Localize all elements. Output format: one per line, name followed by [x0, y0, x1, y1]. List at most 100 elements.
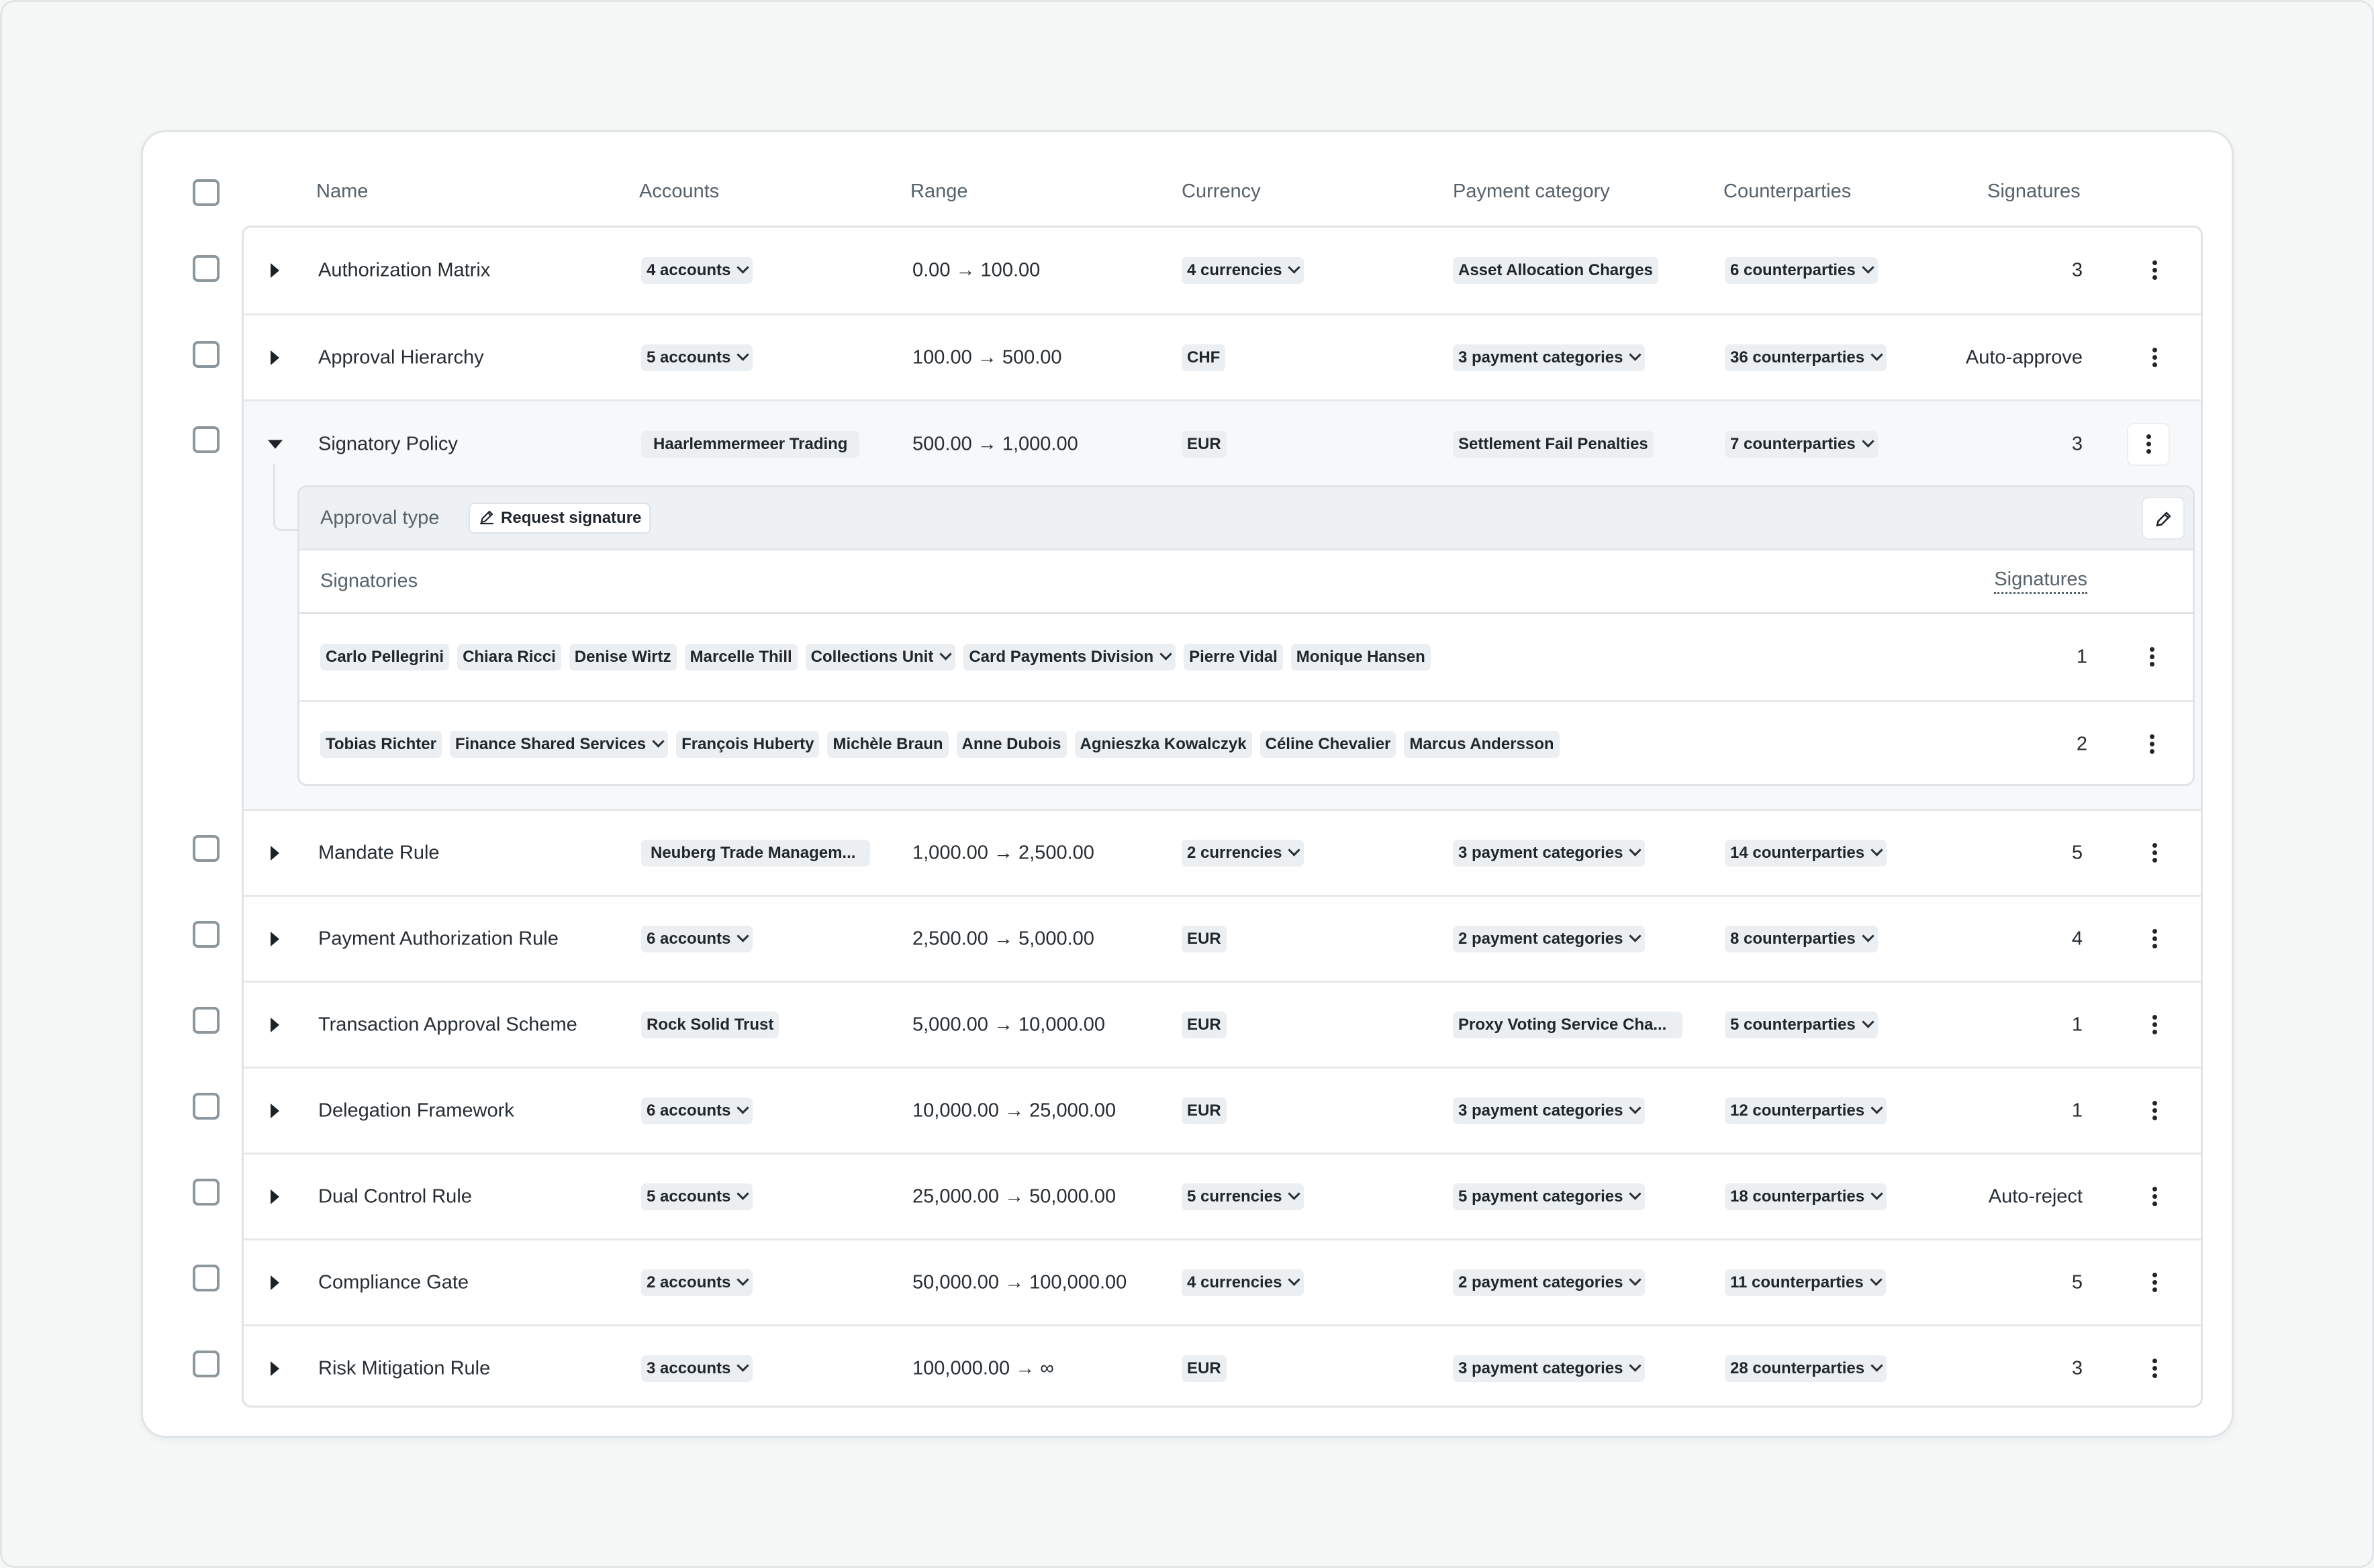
range-value: 5,000.00 → 10,000.00: [912, 1014, 1106, 1035]
payment-category-chip[interactable]: 3 payment categories: [1453, 839, 1646, 867]
range-value: 100,000.00 → ∞: [912, 1357, 1054, 1379]
table-row[interactable]: Dual Control Rule 5 accounts 25,000.00 →…: [244, 1153, 2201, 1238]
accounts-chip[interactable]: 5 accounts: [641, 344, 753, 371]
approval-type-chip[interactable]: Request signature: [469, 502, 651, 534]
column-header-name[interactable]: Name: [316, 181, 369, 202]
kebab-menu-icon[interactable]: [2152, 842, 2157, 863]
counterparties-chip[interactable]: 8 counterparties: [1725, 925, 1878, 952]
accounts-chip[interactable]: 6 accounts: [641, 925, 753, 952]
row-checkbox[interactable]: [193, 1007, 220, 1034]
row-checkbox[interactable]: [193, 835, 220, 862]
row-checkbox[interactable]: [193, 1093, 220, 1120]
signatures-value: 3: [2071, 259, 2083, 281]
row-checkbox[interactable]: [193, 255, 220, 282]
table-row[interactable]: Transaction Approval Scheme Rock Solid T…: [244, 981, 2201, 1067]
payment-category-chip[interactable]: 2 payment categories: [1453, 925, 1646, 952]
counterparties-chip[interactable]: 7 counterparties: [1725, 431, 1878, 458]
chevron-down-icon: [737, 1187, 750, 1200]
kebab-menu-icon[interactable]: [2152, 1100, 2157, 1121]
accounts-chip[interactable]: 3 accounts: [641, 1355, 753, 1382]
payment-category-chip[interactable]: 3 payment categories: [1453, 1355, 1646, 1382]
kebab-menu-icon[interactable]: [2150, 647, 2154, 667]
rule-name: Compliance Gate: [318, 1271, 469, 1293]
caret-down-icon[interactable]: [268, 440, 283, 449]
payment-category-chip[interactable]: 3 payment categories: [1453, 1097, 1646, 1124]
caret-right-icon[interactable]: [271, 1361, 279, 1376]
table-row[interactable]: Payment Authorization Rule 6 accounts 2,…: [244, 895, 2201, 981]
caret-right-icon[interactable]: [271, 845, 279, 861]
table-row[interactable]: Risk Mitigation Rule 3 accounts 100,000.…: [244, 1324, 2201, 1406]
signatory-chip: Marcus Andersson: [1404, 730, 1560, 758]
currency-chip[interactable]: 2 currencies: [1182, 839, 1304, 867]
row-checkbox[interactable]: [193, 341, 220, 368]
row-menu-button[interactable]: [2127, 423, 2170, 466]
table-row[interactable]: Authorization Matrix 4 accounts 0.00 → 1…: [244, 228, 2201, 313]
row-checkbox[interactable]: [193, 426, 220, 453]
counterparties-chip[interactable]: 36 counterparties: [1725, 344, 1887, 371]
row-checkbox[interactable]: [193, 1265, 220, 1291]
signatory-group-chip[interactable]: Collections Unit: [805, 644, 956, 671]
counterparties-chip[interactable]: 14 counterparties: [1725, 839, 1887, 867]
counterparties-chip[interactable]: 5 counterparties: [1725, 1011, 1878, 1038]
edit-approval-button[interactable]: [2142, 496, 2185, 540]
column-header-range[interactable]: Range: [910, 181, 968, 202]
payment-category-chip[interactable]: 5 payment categories: [1453, 1183, 1646, 1210]
table-row[interactable]: Mandate Rule Neuberg Trade Managem... 1,…: [244, 809, 2201, 895]
kebab-menu-icon[interactable]: [2146, 434, 2151, 454]
payment-category-chip[interactable]: 2 payment categories: [1453, 1269, 1646, 1296]
signatures-header[interactable]: Signatures: [1994, 569, 2087, 594]
payment-category-chip[interactable]: 3 payment categories: [1453, 344, 1646, 371]
column-header-currency[interactable]: Currency: [1182, 181, 1261, 202]
accounts-chip[interactable]: 5 accounts: [641, 1183, 753, 1210]
caret-right-icon[interactable]: [271, 1275, 279, 1290]
counterparties-chip[interactable]: 6 counterparties: [1725, 257, 1878, 284]
accounts-chip[interactable]: 6 accounts: [641, 1097, 753, 1124]
select-all-checkbox[interactable]: [193, 179, 220, 206]
counterparties-chip[interactable]: 11 counterparties: [1725, 1269, 1886, 1296]
row-checkbox[interactable]: [193, 1179, 220, 1206]
caret-right-icon[interactable]: [271, 263, 279, 278]
payment-category-chip: Asset Allocation Charges: [1453, 257, 1658, 284]
currency-chip[interactable]: 4 currencies: [1182, 257, 1304, 284]
caret-right-icon[interactable]: [271, 1103, 279, 1118]
table-row[interactable]: Delegation Framework 6 accounts 10,000.0…: [244, 1067, 2201, 1153]
rule-name: Payment Authorization Rule: [318, 928, 559, 949]
column-header-signatures[interactable]: Signatures: [1987, 181, 2081, 202]
signatory-group-chip[interactable]: Finance Shared Services: [449, 730, 669, 758]
signatory-group-chip[interactable]: Card Payments Division: [963, 644, 1176, 671]
row-checkbox[interactable]: [193, 921, 220, 948]
column-header-payment-category[interactable]: Payment category: [1453, 181, 1610, 202]
column-header-accounts[interactable]: Accounts: [639, 181, 720, 202]
signatures-value: 2: [2076, 733, 2087, 754]
column-header-counterparties[interactable]: Counterparties: [1723, 181, 1852, 202]
accounts-chip[interactable]: 4 accounts: [641, 257, 753, 284]
currency-chip[interactable]: 4 currencies: [1182, 1269, 1304, 1296]
kebab-menu-icon[interactable]: [2152, 347, 2157, 368]
signatory-chip: Pierre Vidal: [1184, 644, 1283, 671]
currency-chip[interactable]: 5 currencies: [1182, 1183, 1304, 1210]
kebab-menu-icon[interactable]: [2152, 1186, 2157, 1207]
counterparties-chip[interactable]: 18 counterparties: [1725, 1183, 1887, 1210]
caret-right-icon[interactable]: [271, 1017, 279, 1032]
caret-right-icon[interactable]: [271, 1189, 279, 1204]
kebab-menu-icon[interactable]: [2150, 734, 2154, 754]
currency-chip: EUR: [1182, 431, 1227, 458]
kebab-menu-icon[interactable]: [2152, 1014, 2157, 1035]
kebab-menu-icon[interactable]: [2152, 928, 2157, 949]
currency-chip: EUR: [1182, 1097, 1227, 1124]
table-row[interactable]: Compliance Gate 2 accounts 50,000.00 → 1…: [244, 1238, 2201, 1324]
rule-name: Delegation Framework: [318, 1099, 514, 1121]
caret-right-icon[interactable]: [271, 350, 279, 365]
caret-right-icon[interactable]: [271, 931, 279, 946]
row-checkbox[interactable]: [193, 1351, 220, 1377]
kebab-menu-icon[interactable]: [2152, 1358, 2157, 1379]
counterparties-chip[interactable]: 12 counterparties: [1725, 1097, 1887, 1124]
kebab-menu-icon[interactable]: [2152, 1272, 2157, 1293]
signatory-chips: Carlo Pellegrini Chiara Ricci Denise Wir…: [320, 644, 1431, 671]
counterparties-chip[interactable]: 28 counterparties: [1725, 1355, 1887, 1382]
table-row[interactable]: Approval Hierarchy 5 accounts 100.00 → 5…: [244, 313, 2201, 399]
accounts-chip: Rock Solid Trust: [641, 1011, 779, 1038]
chevron-down-icon: [1870, 1273, 1883, 1286]
kebab-menu-icon[interactable]: [2152, 260, 2157, 281]
accounts-chip[interactable]: 2 accounts: [641, 1269, 753, 1296]
